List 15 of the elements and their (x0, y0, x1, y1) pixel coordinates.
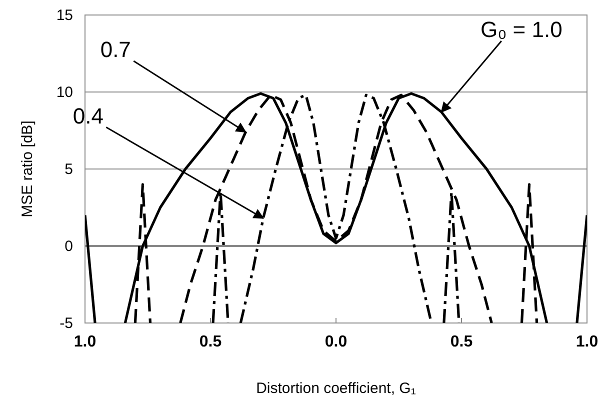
annotation: G₀ = 1.0 (480, 17, 562, 42)
x-tick-label: 0.0 (324, 333, 348, 350)
x-tick-label: 1.0 (576, 333, 598, 350)
annotation: 0.4 (72, 103, 104, 128)
y-tick-label: 15 (56, 6, 73, 24)
y-tick-label: -5 (60, 314, 73, 332)
annotation: 0.7 (100, 37, 131, 62)
y-tick-label: 0 (64, 238, 73, 255)
x-tick-label: 1.0 (74, 333, 96, 350)
y-axis-title: MSE ratio [dB] (19, 120, 36, 218)
x-tick-label: 0.5 (450, 333, 473, 350)
x-tick-label: 0.5 (199, 333, 222, 350)
y-tick-label: 10 (56, 84, 73, 101)
y-tick-label: 5 (64, 160, 73, 178)
x-axis-title: Distortion coefficient, G₁ (256, 380, 416, 397)
